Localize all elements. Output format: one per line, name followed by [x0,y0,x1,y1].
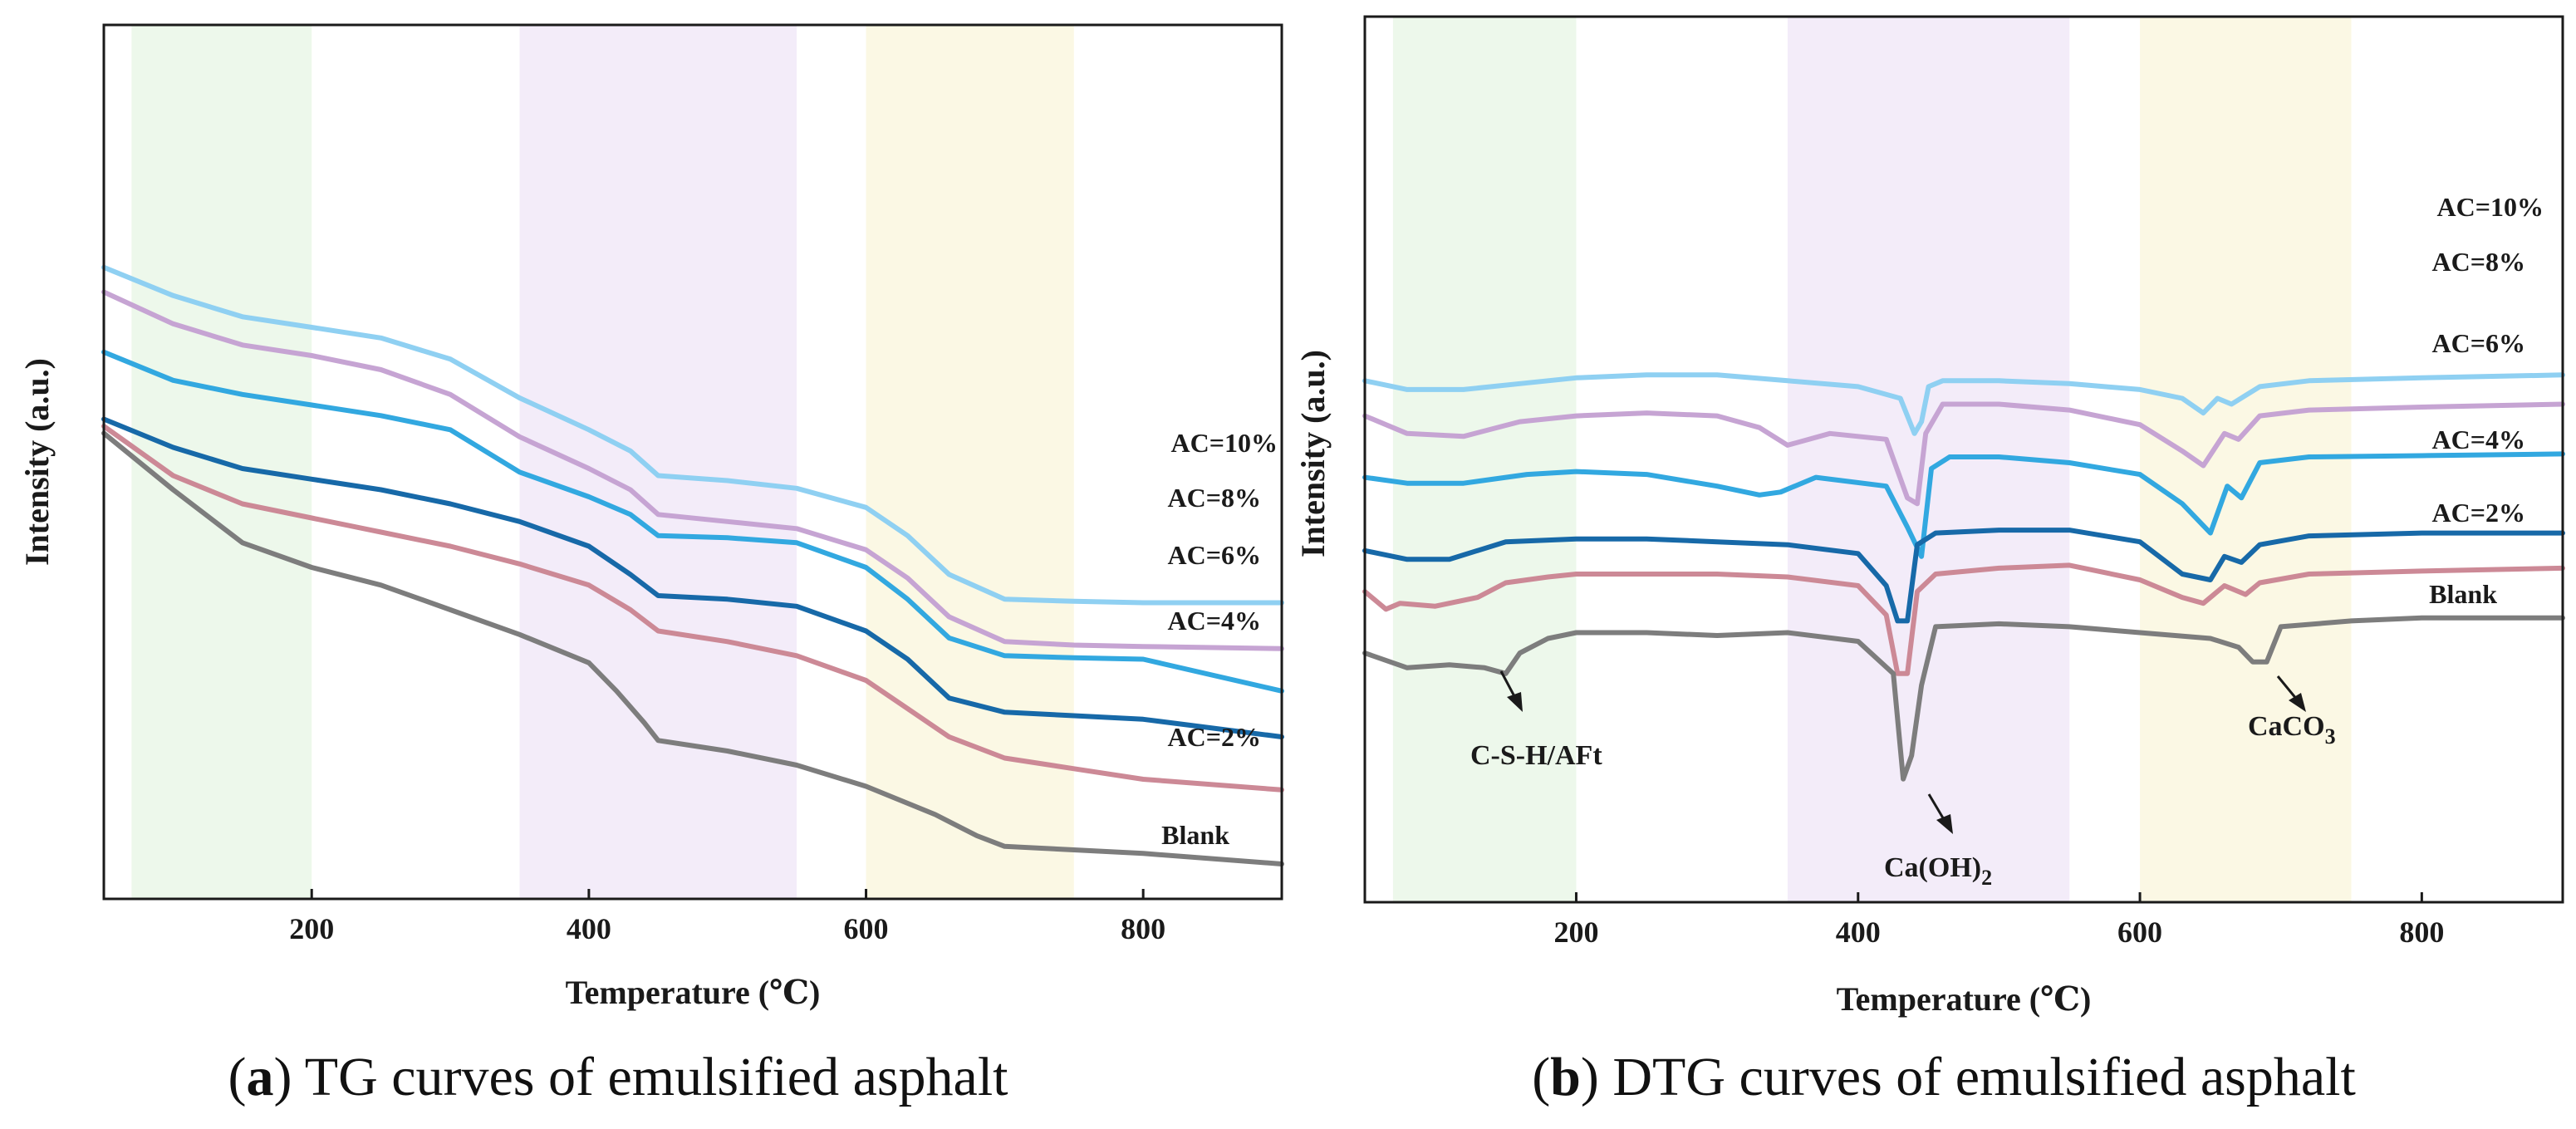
series-line-ac10 [1362,372,2565,436]
series-line-ac8 [101,289,1284,651]
tg-label-ac8: AC=8% [1168,483,1261,513]
caoh-arrowhead [1936,814,1953,834]
dtg-caption-text: DTG curves of emulsified asphalt [1599,1047,2356,1107]
tg-xlabel: Temperature (℃) [566,974,821,1011]
series-line-ac10 [101,264,1284,606]
dtg-series-labels: AC=10% AC=8% AC=6% AC=4% AC=2% Blank [2429,192,2544,609]
series-line-ac8 [1362,401,2565,507]
dtg-ylabel: Intensity (a.u.) [1294,350,1332,557]
dtg-caption: (b) DTG curves of emulsified asphalt [1532,1047,2356,1107]
x-tick-label: 400 [1836,915,1881,949]
csh-arrowhead [1507,692,1523,712]
annotation-caco: CaCO3 [2248,711,2336,749]
panel-dtg: 200 400 600 800 Temperature (℃) Intensity (… [1294,15,2565,1107]
caco-arrow [2276,675,2299,700]
tg-label-blank: Blank [1161,820,1229,850]
tg-label-ac10: AC=10% [1171,428,1278,458]
dtg-xlabel: Temperature (℃) [1837,980,2092,1018]
tg-band-yellow [866,25,1074,899]
dtg-label-ac10: AC=10% [2437,192,2544,222]
tg-plot-frame [102,23,1283,901]
dtg-label-ac6: AC=6% [2432,328,2525,358]
series-line-ac2 [1362,562,2565,676]
dtg-plot-frame [1363,15,2564,904]
x-tick-label: 200 [289,912,334,945]
dtg-label-ac4: AC=4% [2432,425,2525,454]
x-tick-label: 800 [2399,915,2444,949]
series-line-blank [101,430,1284,866]
panel-tg: 200 400 600 800 Temperature (℃) Intensity (… [18,23,1284,1107]
dtg-annotations: C-S-H/AFt Ca(OH)2 CaCO3 [1470,670,2336,890]
series-line-ac2 [101,424,1284,793]
tg-x-ticks: 200 400 600 800 [289,889,1165,945]
caoh-text: Ca(OH) [1884,852,1981,883]
series-line-ac6 [1362,451,2565,559]
x-tick-label: 400 [567,912,611,945]
tg-shaded-bands [131,25,1074,899]
caco-sub: 3 [2325,724,2336,749]
caoh-sub: 2 [1981,866,1992,890]
tg-label-ac6: AC=6% [1168,540,1261,570]
x-tick-label: 600 [844,912,889,945]
dtg-caption-letter: b [1550,1047,1581,1107]
tg-caption-text: TG curves of emulsified asphalt [292,1047,1008,1107]
dtg-label-blank: Blank [2429,579,2497,609]
series-line-ac4 [101,416,1284,739]
tg-band-purple [519,25,797,899]
tg-label-ac2: AC=2% [1168,722,1261,752]
tg-label-ac4: AC=4% [1168,606,1261,636]
x-tick-label: 800 [1121,912,1165,945]
series-line-ac6 [101,349,1284,694]
dtg-label-ac8: AC=8% [2432,247,2525,277]
tg-ylabel: Intensity (a.u.) [18,358,56,566]
caco-text: CaCO [2248,711,2325,742]
dtg-band-yellow [2140,17,2352,902]
dtg-shaded-bands [1392,17,2352,902]
annotation-caoh: Ca(OH)2 [1884,852,1992,890]
dtg-band-green [1392,17,1577,902]
dtg-x-ticks: 200 400 600 800 [1553,892,2444,949]
x-tick-label: 600 [2117,915,2162,949]
tg-caption-letter: a [246,1047,273,1107]
series-line-blank [1362,615,2565,782]
csh-arrow [1499,670,1517,699]
tg-series-lines [101,264,1284,866]
series-line-ac4 [1362,528,2565,624]
caco-arrowhead [2289,693,2306,712]
annotation-csh: C-S-H/AFt [1470,740,1602,771]
dtg-label-ac2: AC=2% [2432,498,2525,528]
x-tick-label: 200 [1553,915,1598,949]
tg-series-labels: AC=10% AC=8% AC=6% AC=4% AC=2% Blank [1161,428,1278,850]
dtg-series-lines [1362,372,2565,782]
caoh-arrow [1927,793,1946,822]
tg-caption: (a) TG curves of emulsified asphalt [228,1047,1008,1107]
